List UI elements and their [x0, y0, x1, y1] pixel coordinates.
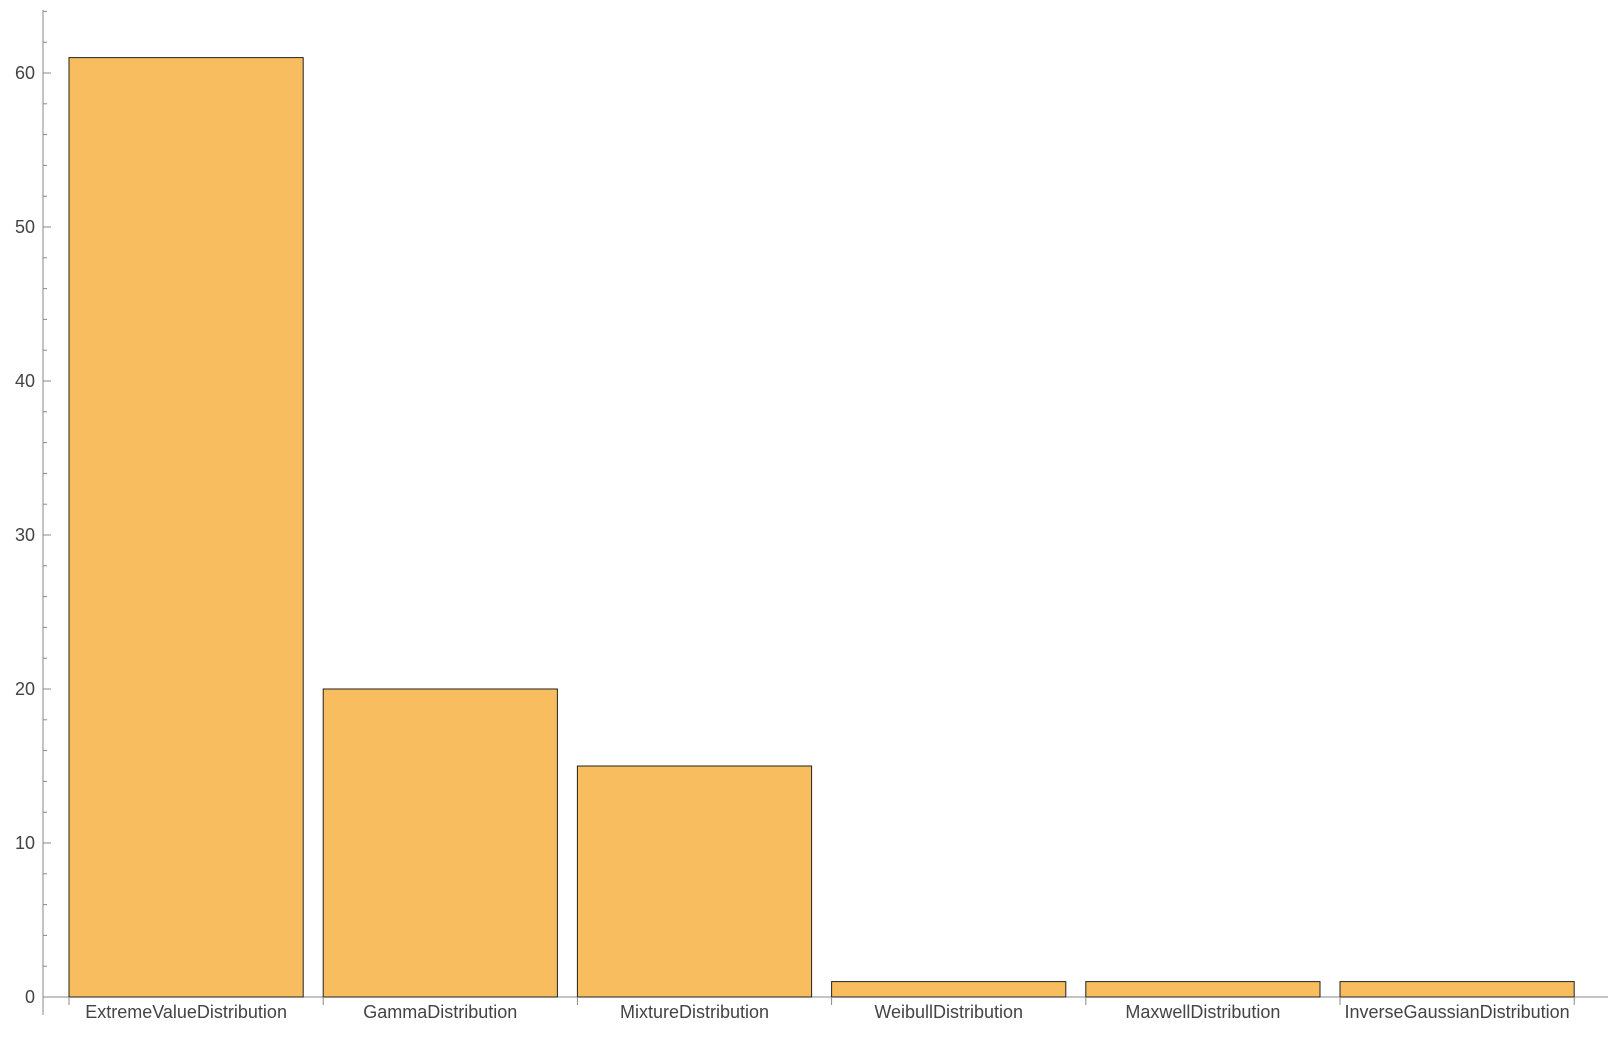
- x-tick-label: InverseGaussianDistribution: [1345, 1002, 1570, 1022]
- bars: [68, 57, 1575, 998]
- x-tick-label: ExtremeValueDistribution: [85, 1002, 287, 1022]
- y-tick-label: 60: [15, 63, 35, 83]
- bar-MaxwellDistribution[interactable]: [1085, 981, 1321, 998]
- ticks: 0 10 20 30 40 50 60 ExtremeValueDistribution Gam…: [15, 10, 1575, 1022]
- y-tick-label: 20: [15, 679, 35, 699]
- x-tick-label: WeibullDistribution: [874, 1002, 1023, 1022]
- x-tick-label: MixtureDistribution: [620, 1002, 769, 1022]
- bar-GammaDistribution[interactable]: [322, 688, 558, 998]
- bar-MixtureDistribution[interactable]: [576, 765, 813, 998]
- bar-WeibullDistribution[interactable]: [831, 981, 1067, 998]
- y-tick-label: 10: [15, 833, 35, 853]
- x-tick-label: GammaDistribution: [363, 1002, 517, 1022]
- y-tick-label: 40: [15, 371, 35, 391]
- y-tick-label: 50: [15, 217, 35, 237]
- y-tick-label: 0: [25, 987, 35, 1007]
- x-tick-label: MaxwellDistribution: [1125, 1002, 1280, 1022]
- bar-InverseGaussianDistribution[interactable]: [1339, 981, 1575, 998]
- y-tick-label: 30: [15, 525, 35, 545]
- bar-ExtremeValueDistribution[interactable]: [68, 57, 304, 998]
